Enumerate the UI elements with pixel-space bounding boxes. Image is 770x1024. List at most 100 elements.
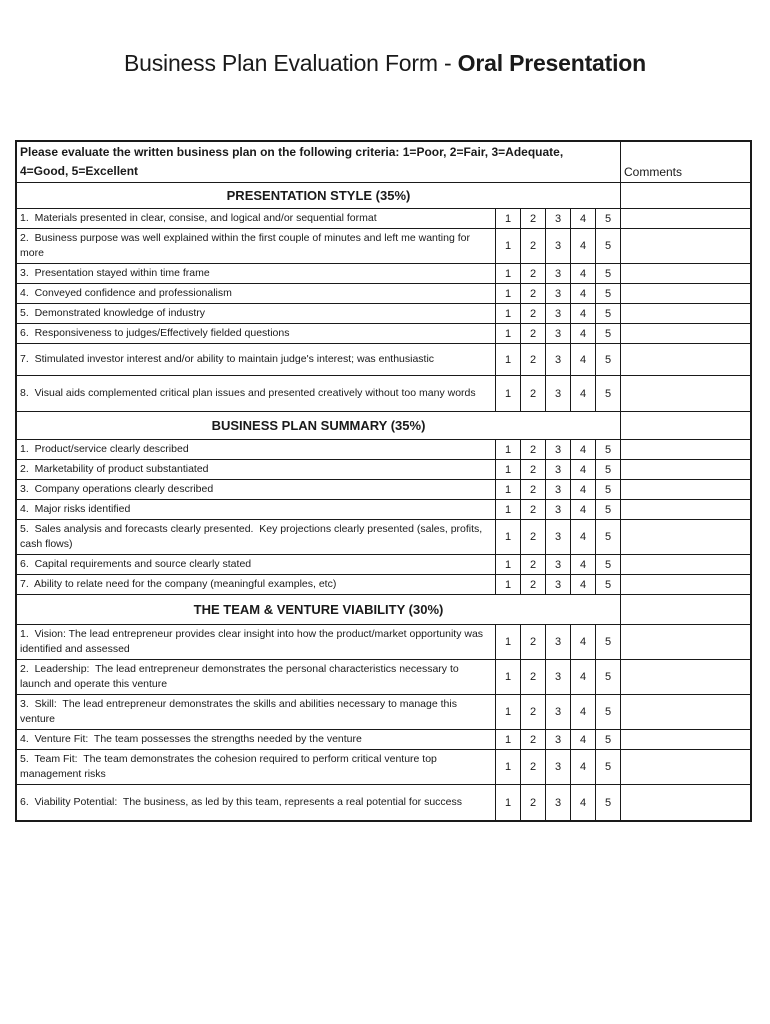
rating-option[interactable]: 4 — [570, 229, 595, 263]
rating-option[interactable]: 2 — [520, 555, 545, 574]
rating-option[interactable]: 2 — [520, 229, 545, 263]
rating-option[interactable]: 5 — [595, 730, 620, 749]
rating-option[interactable]: 1 — [495, 500, 520, 519]
comment-cell[interactable] — [620, 284, 750, 303]
rating-option[interactable]: 4 — [570, 500, 595, 519]
rating-option[interactable]: 5 — [595, 625, 620, 659]
comment-cell[interactable] — [620, 695, 750, 729]
rating-option[interactable]: 5 — [595, 209, 620, 228]
rating-option[interactable]: 5 — [595, 284, 620, 303]
rating-option[interactable]: 1 — [495, 209, 520, 228]
rating-option[interactable]: 3 — [545, 284, 570, 303]
rating-option[interactable]: 5 — [595, 500, 620, 519]
rating-option[interactable]: 4 — [570, 575, 595, 594]
rating-option[interactable]: 3 — [545, 660, 570, 694]
rating-option[interactable]: 3 — [545, 376, 570, 411]
rating-option[interactable]: 4 — [570, 376, 595, 411]
rating-option[interactable]: 5 — [595, 264, 620, 283]
comment-cell[interactable] — [620, 229, 750, 263]
comment-cell[interactable] — [620, 344, 750, 375]
rating-option[interactable]: 2 — [520, 500, 545, 519]
rating-option[interactable]: 5 — [595, 750, 620, 784]
rating-option[interactable]: 5 — [595, 480, 620, 499]
rating-option[interactable]: 4 — [570, 264, 595, 283]
rating-option[interactable]: 2 — [520, 264, 545, 283]
rating-option[interactable]: 5 — [595, 575, 620, 594]
rating-option[interactable]: 1 — [495, 480, 520, 499]
comment-cell[interactable] — [620, 520, 750, 554]
rating-option[interactable]: 2 — [520, 284, 545, 303]
comment-cell[interactable] — [620, 500, 750, 519]
rating-option[interactable]: 3 — [545, 229, 570, 263]
rating-option[interactable]: 2 — [520, 376, 545, 411]
rating-option[interactable]: 5 — [595, 376, 620, 411]
rating-option[interactable]: 1 — [495, 324, 520, 343]
rating-option[interactable]: 2 — [520, 344, 545, 375]
rating-option[interactable]: 2 — [520, 440, 545, 459]
rating-option[interactable]: 4 — [570, 695, 595, 729]
rating-option[interactable]: 4 — [570, 520, 595, 554]
rating-option[interactable]: 4 — [570, 730, 595, 749]
rating-option[interactable]: 3 — [545, 730, 570, 749]
comment-cell[interactable] — [620, 324, 750, 343]
rating-option[interactable]: 4 — [570, 460, 595, 479]
rating-option[interactable]: 5 — [595, 440, 620, 459]
comment-cell[interactable] — [620, 555, 750, 574]
rating-option[interactable]: 4 — [570, 324, 595, 343]
comment-cell[interactable] — [620, 625, 750, 659]
rating-option[interactable]: 2 — [520, 480, 545, 499]
rating-option[interactable]: 4 — [570, 440, 595, 459]
rating-option[interactable]: 4 — [570, 555, 595, 574]
rating-option[interactable]: 4 — [570, 660, 595, 694]
rating-option[interactable]: 1 — [495, 625, 520, 659]
rating-option[interactable]: 3 — [545, 520, 570, 554]
rating-option[interactable]: 2 — [520, 785, 545, 820]
rating-option[interactable]: 3 — [545, 264, 570, 283]
rating-option[interactable]: 4 — [570, 480, 595, 499]
rating-option[interactable]: 1 — [495, 695, 520, 729]
comment-cell[interactable] — [620, 304, 750, 323]
rating-option[interactable]: 5 — [595, 344, 620, 375]
rating-option[interactable]: 2 — [520, 730, 545, 749]
rating-option[interactable]: 3 — [545, 625, 570, 659]
rating-option[interactable]: 1 — [495, 575, 520, 594]
rating-option[interactable]: 2 — [520, 625, 545, 659]
rating-option[interactable]: 4 — [570, 785, 595, 820]
rating-option[interactable]: 1 — [495, 555, 520, 574]
rating-option[interactable]: 2 — [520, 209, 545, 228]
rating-option[interactable]: 5 — [595, 520, 620, 554]
comment-cell[interactable] — [620, 440, 750, 459]
comment-cell[interactable] — [620, 209, 750, 228]
rating-option[interactable]: 2 — [520, 750, 545, 784]
rating-option[interactable]: 1 — [495, 520, 520, 554]
rating-option[interactable]: 5 — [595, 460, 620, 479]
rating-option[interactable]: 2 — [520, 324, 545, 343]
rating-option[interactable]: 2 — [520, 575, 545, 594]
rating-option[interactable]: 4 — [570, 284, 595, 303]
rating-option[interactable]: 5 — [595, 304, 620, 323]
rating-option[interactable]: 3 — [545, 555, 570, 574]
rating-option[interactable]: 4 — [570, 304, 595, 323]
rating-option[interactable]: 5 — [595, 555, 620, 574]
rating-option[interactable]: 3 — [545, 750, 570, 784]
rating-option[interactable]: 1 — [495, 376, 520, 411]
rating-option[interactable]: 3 — [545, 304, 570, 323]
rating-option[interactable]: 4 — [570, 625, 595, 659]
rating-option[interactable]: 1 — [495, 750, 520, 784]
rating-option[interactable]: 1 — [495, 344, 520, 375]
rating-option[interactable]: 3 — [545, 785, 570, 820]
rating-option[interactable]: 3 — [545, 440, 570, 459]
rating-option[interactable]: 1 — [495, 440, 520, 459]
rating-option[interactable]: 4 — [570, 344, 595, 375]
rating-option[interactable]: 5 — [595, 324, 620, 343]
rating-option[interactable]: 1 — [495, 660, 520, 694]
rating-option[interactable]: 1 — [495, 460, 520, 479]
rating-option[interactable]: 3 — [545, 480, 570, 499]
rating-option[interactable]: 3 — [545, 695, 570, 729]
rating-option[interactable]: 4 — [570, 209, 595, 228]
rating-option[interactable]: 4 — [570, 750, 595, 784]
rating-option[interactable]: 1 — [495, 264, 520, 283]
rating-option[interactable]: 5 — [595, 660, 620, 694]
rating-option[interactable]: 3 — [545, 575, 570, 594]
rating-option[interactable]: 3 — [545, 500, 570, 519]
